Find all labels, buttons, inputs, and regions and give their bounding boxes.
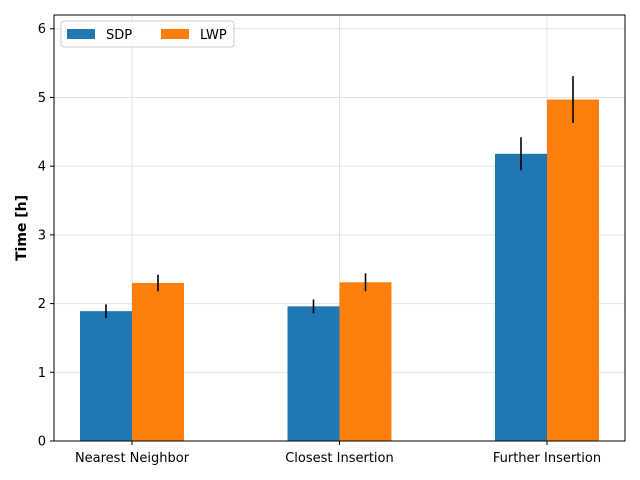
legend: SDP LWP [60, 20, 235, 48]
y-axis-label: Time [h] [14, 195, 30, 261]
legend-label-lwp: LWP [200, 28, 227, 43]
y-tick-label: 6 [38, 22, 46, 37]
bar-sdp [80, 311, 132, 441]
x-tick-label: Nearest Neighbor [75, 451, 190, 466]
legend-box [60, 20, 235, 48]
bar-lwp [547, 99, 599, 441]
bars [80, 99, 599, 441]
y-tick-label: 1 [38, 366, 46, 381]
x-tick-label: Closest Insertion [285, 451, 394, 466]
legend-swatch-lwp [161, 29, 189, 39]
legend-swatch-sdp [67, 29, 95, 39]
y-tick-label: 4 [38, 160, 46, 175]
y-tick-label: 3 [38, 228, 46, 243]
error-bars [105, 76, 574, 319]
x-axis-ticks: Nearest Neighbor Closest Insertion Further… [75, 441, 601, 466]
x-tick-label: Further Insertion [493, 451, 601, 466]
y-tick-label: 5 [38, 91, 46, 106]
y-tick-label: 0 [38, 435, 46, 450]
bar-sdp [287, 306, 340, 441]
bar-lwp [339, 282, 392, 441]
y-axis-ticks: 0 1 2 3 4 5 6 [38, 22, 54, 450]
bar-lwp [132, 282, 184, 441]
legend-label-sdp: SDP [106, 28, 132, 43]
y-tick-label: 2 [38, 297, 46, 312]
bar-sdp [495, 153, 547, 441]
